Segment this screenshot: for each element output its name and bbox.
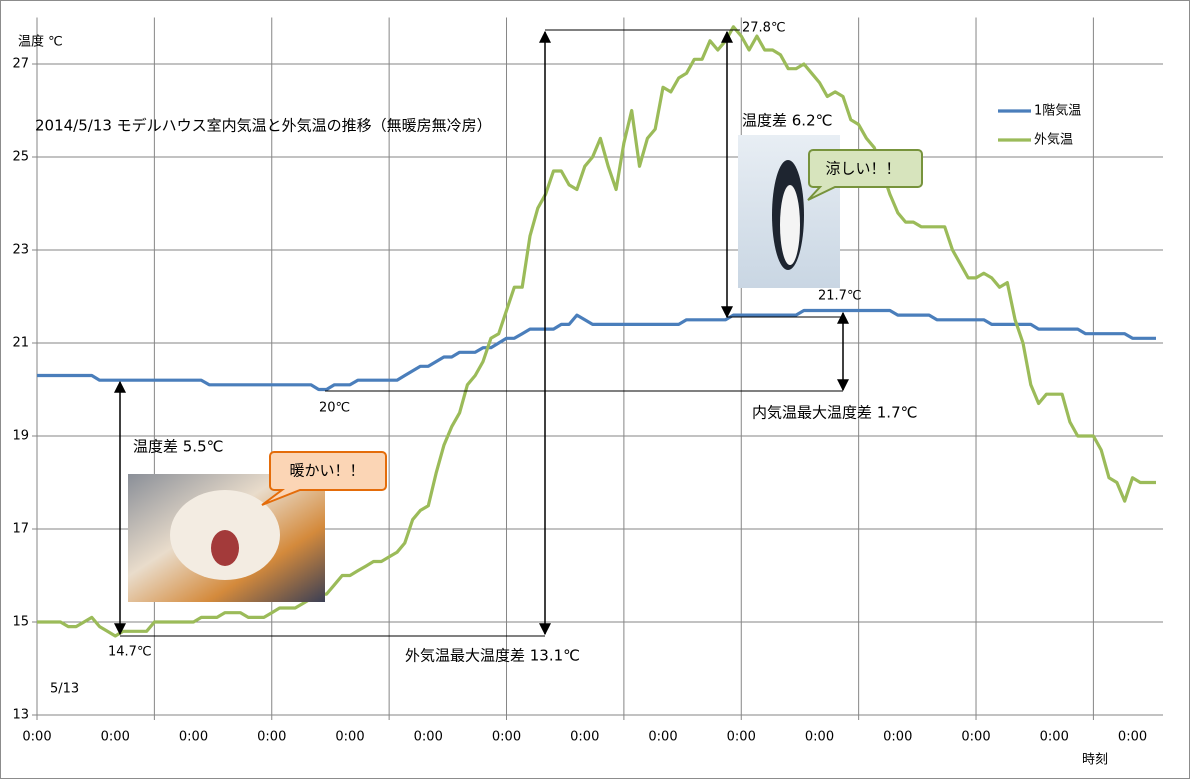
x-tick-label: 0:00 <box>961 730 990 745</box>
x-tick-label: 0:00 <box>570 730 599 745</box>
x-axis-title: 時刻 <box>1082 753 1108 768</box>
callout-text: 涼しい！！ <box>825 160 900 178</box>
x-tick-label: 0:00 <box>101 730 130 745</box>
y-tick-label: 19 <box>12 429 29 444</box>
x-tick-label: 0:00 <box>1118 730 1147 745</box>
annotation: 20℃ <box>319 401 350 416</box>
annotation: 外気温最大温度差 13.1℃ <box>405 647 580 665</box>
annotation: 温度差 5.5℃ <box>133 438 223 456</box>
series-line <box>37 25 1156 638</box>
y-tick-label: 13 <box>12 708 29 723</box>
x-tick-label: 0:00 <box>1040 730 1069 745</box>
x-tick-label: 0:00 <box>805 730 834 745</box>
legend-label: 1階気温 <box>1034 103 1081 119</box>
y-tick-label: 23 <box>12 243 29 258</box>
y-tick-label: 25 <box>12 150 29 165</box>
y-tick-label: 17 <box>12 522 29 537</box>
y-tick-label: 27 <box>12 57 29 72</box>
x-tick-label: 0:00 <box>648 730 677 745</box>
x-tick-label: 0:00 <box>727 730 756 745</box>
callout-text: 暖かい！！ <box>289 462 364 480</box>
cat-photo <box>128 474 325 602</box>
x-tick-label: 0:00 <box>22 730 51 745</box>
y-axis-title: 温度 ℃ <box>18 34 63 50</box>
annotation: 内気温最大温度差 1.7℃ <box>752 404 917 422</box>
annotation: 27.8℃ <box>742 21 786 36</box>
series-line <box>37 308 1156 392</box>
x-tick-label: 0:00 <box>335 730 364 745</box>
x-tick-label: 0:00 <box>257 730 286 745</box>
y-tick-label: 21 <box>12 336 29 351</box>
annotation: 14.7℃ <box>108 645 152 660</box>
annotation: 21.7℃ <box>818 289 862 304</box>
callout-cool: 涼しい！！ <box>807 149 923 201</box>
chart-title: 2014/5/13 モデルハウス室内気温と外気温の推移（無暖房無冷房） <box>35 117 492 135</box>
y-tick-label: 15 <box>12 615 29 630</box>
x-tick-label: 0:00 <box>414 730 443 745</box>
annotation-lines <box>114 29 849 637</box>
grid: 13 15 17 19 21 23 25 27 0:00 0:00 0:00 0:00 0:00 0:00… <box>12 17 1163 745</box>
annotation: 温度差 6.2℃ <box>742 112 832 130</box>
legend-label: 外気温 <box>1034 132 1073 148</box>
series <box>37 25 1156 638</box>
x-tick-label: 0:00 <box>883 730 912 745</box>
annotation: 5/13 <box>50 682 79 697</box>
x-tick-label: 0:00 <box>179 730 208 745</box>
x-tick-label: 0:00 <box>492 730 521 745</box>
callout-warm: 暖かい！！ <box>261 451 387 506</box>
